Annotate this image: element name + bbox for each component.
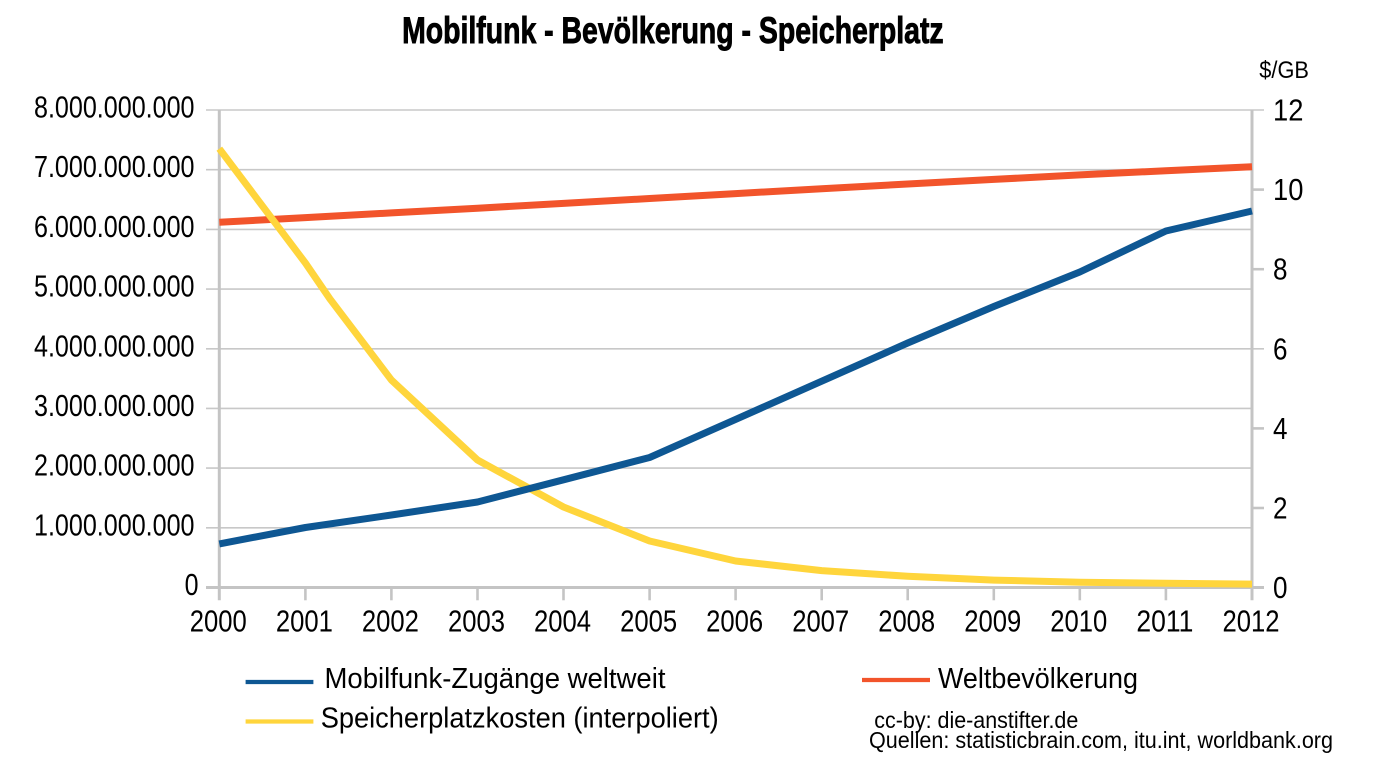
svg-text:Weltbevölkerung: Weltbevölkerung bbox=[938, 663, 1138, 695]
svg-text:2004: 2004 bbox=[534, 604, 591, 639]
svg-text:4.000.000.000: 4.000.000.000 bbox=[34, 328, 195, 363]
svg-text:Mobilfunk-Zugänge weltweit: Mobilfunk-Zugänge weltweit bbox=[325, 663, 666, 695]
svg-text:4: 4 bbox=[1273, 411, 1288, 446]
svg-text:2.000.000.000: 2.000.000.000 bbox=[34, 448, 195, 483]
svg-text:2006: 2006 bbox=[706, 604, 763, 639]
svg-text:0: 0 bbox=[1273, 570, 1288, 605]
svg-text:2007: 2007 bbox=[792, 604, 849, 639]
svg-text:5.000.000.000: 5.000.000.000 bbox=[34, 269, 195, 304]
svg-text:2012: 2012 bbox=[1223, 604, 1280, 639]
svg-text:2011: 2011 bbox=[1136, 604, 1193, 639]
svg-text:8: 8 bbox=[1273, 252, 1288, 287]
svg-text:Mobilfunk - Bevölkerung - Spei: Mobilfunk - Bevölkerung - Speicherplatz bbox=[402, 10, 944, 51]
svg-text:Quellen: statisticbrain.com, i: Quellen: statisticbrain.com, itu.int, wo… bbox=[869, 727, 1333, 753]
svg-text:3.000.000.000: 3.000.000.000 bbox=[34, 388, 195, 423]
svg-text:2009: 2009 bbox=[964, 604, 1021, 639]
svg-text:cc-by: die-anstifter.de: cc-by: die-anstifter.de bbox=[874, 707, 1078, 733]
svg-text:2001: 2001 bbox=[276, 604, 333, 639]
svg-text:0: 0 bbox=[185, 567, 199, 602]
svg-text:10: 10 bbox=[1273, 172, 1303, 207]
svg-text:2005: 2005 bbox=[620, 604, 677, 639]
svg-text:2000: 2000 bbox=[190, 604, 247, 639]
svg-text:2010: 2010 bbox=[1050, 604, 1107, 639]
svg-text:2002: 2002 bbox=[362, 604, 419, 639]
svg-text:$/GB: $/GB bbox=[1259, 57, 1309, 84]
svg-text:6: 6 bbox=[1273, 331, 1288, 366]
svg-text:2: 2 bbox=[1273, 491, 1288, 526]
svg-text:6.000.000.000: 6.000.000.000 bbox=[34, 209, 195, 244]
svg-text:2003: 2003 bbox=[448, 604, 505, 639]
svg-text:12: 12 bbox=[1273, 93, 1303, 128]
svg-text:7.000.000.000: 7.000.000.000 bbox=[34, 149, 195, 184]
svg-text:8.000.000.000: 8.000.000.000 bbox=[34, 90, 195, 125]
svg-text:2008: 2008 bbox=[878, 604, 935, 639]
svg-text:Speicherplatzkosten (interpoli: Speicherplatzkosten (interpoliert) bbox=[321, 703, 719, 735]
svg-text:1.000.000.000: 1.000.000.000 bbox=[34, 507, 195, 542]
